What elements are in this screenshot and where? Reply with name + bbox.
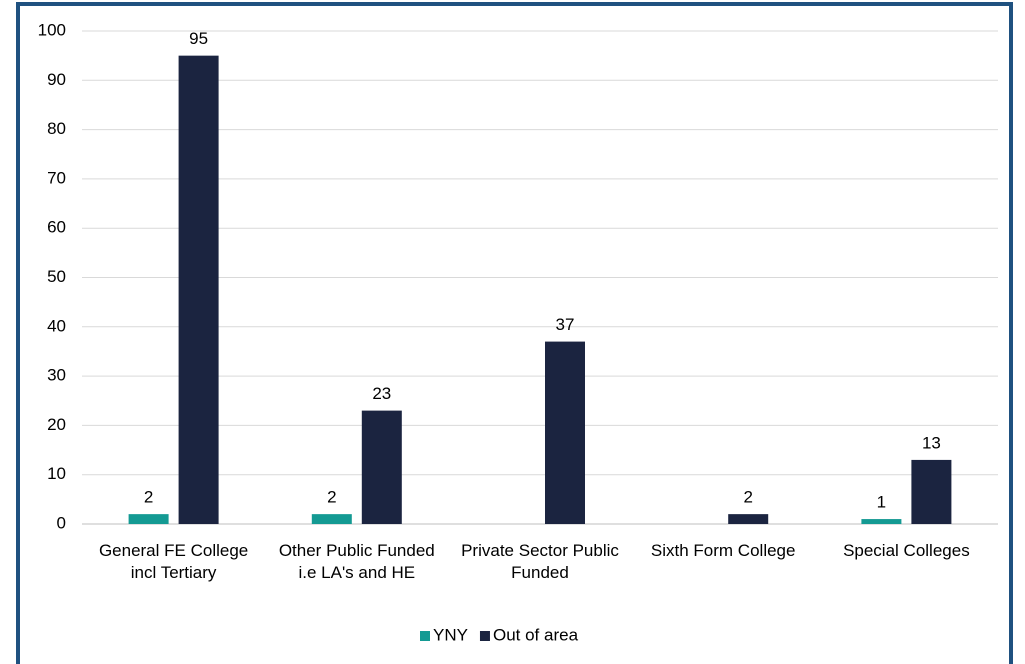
- bar: [128, 514, 169, 524]
- y-tick-label: 100: [38, 20, 66, 39]
- bar: [311, 514, 352, 524]
- y-tick-label: 90: [47, 70, 66, 89]
- y-tick-label: 80: [47, 119, 66, 138]
- y-tick-label: 40: [47, 316, 66, 335]
- x-tick-label: Special Colleges: [843, 541, 970, 560]
- legend-swatch: [479, 631, 490, 641]
- bar: [911, 459, 952, 524]
- y-tick-label: 20: [47, 415, 66, 434]
- legend-label: YNY: [433, 625, 468, 644]
- x-tick-label: Other Public Funded i.e LA's and HE: [278, 541, 435, 582]
- value-label: 2: [327, 488, 336, 507]
- y-tick-label: 70: [47, 168, 66, 187]
- y-tick-label: 10: [47, 464, 66, 483]
- legend-label: Out of area: [493, 625, 579, 644]
- value-label: 37: [556, 315, 575, 334]
- value-label: 2: [144, 488, 153, 507]
- x-tick-label: General FE College incl Tertiary: [98, 541, 249, 582]
- value-label: 13: [922, 433, 941, 452]
- y-tick-label: 60: [47, 218, 66, 237]
- x-tick-label: Sixth Form College: [650, 541, 796, 560]
- bar: [545, 341, 585, 524]
- legend-swatch: [420, 631, 430, 641]
- chart-frame: [16, 2, 1013, 664]
- value-label: 95: [189, 29, 208, 48]
- value-label: 1: [877, 493, 886, 512]
- value-label: 23: [372, 384, 391, 403]
- y-tick-label: 50: [47, 267, 66, 286]
- y-tick-label: 30: [47, 366, 66, 385]
- bar: [728, 514, 769, 524]
- bar: [178, 55, 219, 525]
- bar: [861, 519, 902, 524]
- x-tick-label: Private Sector Public Funded: [461, 541, 619, 582]
- y-tick-label: 0: [57, 513, 66, 532]
- bar: [361, 410, 402, 524]
- value-label: 2: [743, 488, 752, 507]
